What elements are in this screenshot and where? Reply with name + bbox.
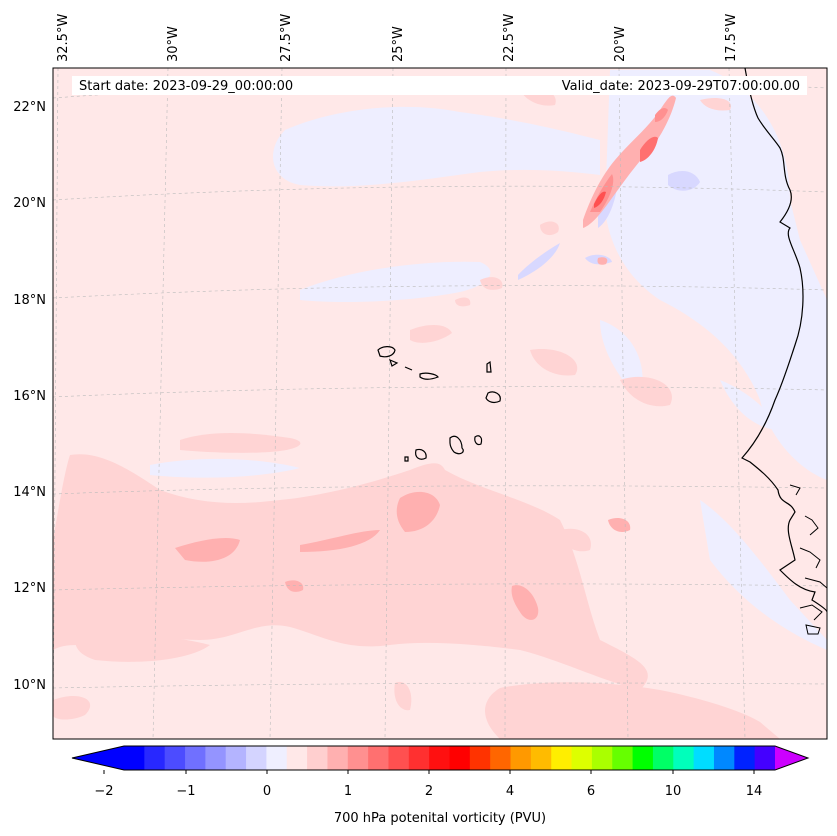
colorbar-tick-label: 0 [263, 784, 271, 799]
colorbar-tick-label: 2 [425, 784, 433, 799]
negative-pv-regions [150, 70, 827, 650]
map-frame [52, 67, 828, 740]
colorbar-swatch [551, 746, 573, 770]
colorbar-swatch [225, 746, 247, 770]
valid-date-label: Valid_date: 2023-09-29T07:00:00.00 [562, 79, 800, 94]
colorbar-swatch [429, 746, 450, 770]
colorbar-under-arrow [72, 746, 124, 770]
positive-pv-medium [175, 491, 631, 620]
colorbar-tick-label: 1 [344, 784, 352, 799]
colorbar-swatch [164, 746, 186, 770]
colorbar-outline [71, 745, 810, 771]
colorbar-swatch [713, 746, 735, 770]
colorbar-tick-label: 14 [746, 784, 763, 799]
longitude-labels: 32.5°W 30°W 27.5°W 25°W 22.5°W 20°W 17.5… [56, 14, 739, 62]
colorbar-swatch [632, 746, 654, 770]
colorbar-swatch [327, 746, 349, 770]
colorbar-swatch [469, 746, 491, 770]
lon-label: 20°W [613, 26, 628, 62]
colorbar-swatch [286, 746, 308, 770]
colorbar-swatch [510, 746, 532, 770]
colorbar-swatch [734, 746, 756, 770]
colorbar-swatch [144, 746, 166, 770]
colorbar-swatch [246, 746, 267, 770]
lon-label: 17.5°W [724, 14, 739, 62]
colorbar-tick-label: 6 [587, 784, 595, 799]
colorbar-swatch [490, 746, 512, 770]
coastline-detail [789, 484, 827, 635]
colorbar-swatch [693, 746, 715, 770]
lat-label: 16°N [13, 389, 46, 404]
positive-pv-regions [53, 88, 780, 739]
cape-verde-islands [377, 346, 501, 462]
lat-label: 12°N [13, 581, 46, 596]
colorbar-title: 700 hPa potenital vorticity (PVU) [334, 811, 546, 826]
colorbar-tick-label: −1 [176, 784, 195, 799]
lat-label: 20°N [13, 196, 46, 211]
lat-label: 18°N [13, 293, 46, 308]
colorbar-swatch [754, 746, 776, 770]
colorbar-swatch [449, 746, 471, 770]
colorbar-swatch [652, 746, 674, 770]
colorbar-swatch [185, 746, 206, 770]
colorbar-swatch [266, 746, 288, 770]
colorbar-swatch [673, 746, 695, 770]
colorbar-swatch [530, 746, 552, 770]
colorbar-swatch [368, 746, 389, 770]
lat-label: 14°N [13, 485, 46, 500]
gridlines [53, 68, 827, 739]
positive-pv-filament [583, 95, 676, 265]
lon-label: 22.5°W [502, 14, 517, 62]
colorbar-swatch [388, 746, 410, 770]
lat-label: 10°N [13, 678, 46, 693]
start-date-label: Start date: 2023-09-29_00:00:00 [79, 79, 293, 94]
pv-field [53, 68, 827, 739]
colorbar [71, 745, 810, 771]
lon-label: 32.5°W [56, 14, 71, 62]
colorbar-swatch [307, 746, 328, 770]
lon-label: 25°W [391, 26, 406, 62]
colorbar-swatch [571, 746, 593, 770]
colorbar-over-arrow [775, 746, 808, 770]
colorbar-swatch [124, 746, 145, 770]
lon-label: 27.5°W [279, 14, 294, 62]
info-box [72, 76, 807, 95]
africa-coastline [741, 68, 827, 613]
latitude-labels: 22°N 20°N 18°N 16°N 14°N 12°N 10°N [13, 100, 46, 693]
colorbar-ticks: −2 −1 0 1 2 4 6 10 14 [94, 770, 762, 799]
colorbar-swatch [591, 746, 613, 770]
colorbar-swatch [612, 746, 634, 770]
lat-label: 22°N [13, 100, 46, 115]
colorbar-tick-label: −2 [94, 784, 113, 799]
colorbar-tick-label: 10 [665, 784, 682, 799]
colorbar-swatch [408, 746, 430, 770]
colorbar-swatch [205, 746, 227, 770]
lon-label: 30°W [166, 26, 181, 62]
colorbar-tick-label: 4 [506, 784, 514, 799]
colorbar-swatch [347, 746, 369, 770]
